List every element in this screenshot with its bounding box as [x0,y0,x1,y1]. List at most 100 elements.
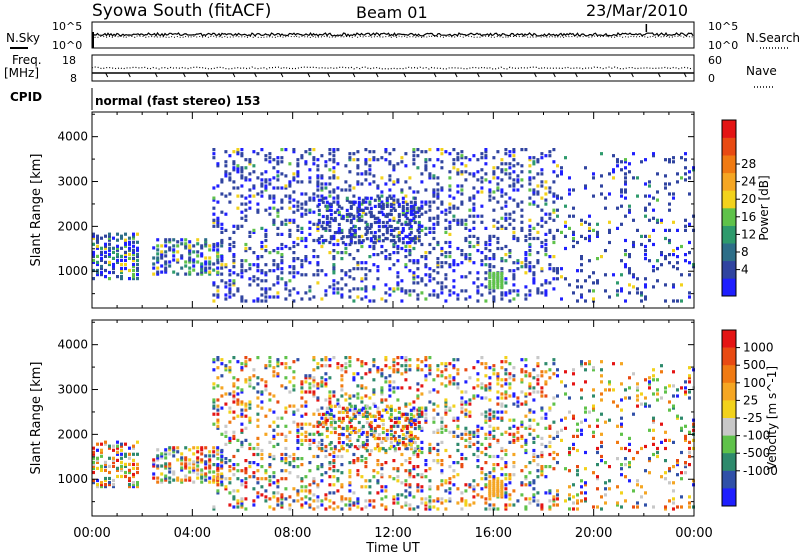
freq-dip [352,72,356,78]
data-cell [212,248,216,252]
data-cell [492,170,496,174]
data-cell [588,238,591,243]
data-cell [420,428,424,432]
data-cell [236,287,240,291]
data-cell [280,452,284,457]
data-cell [460,249,464,253]
data-cell [460,406,464,410]
data-cell [536,158,540,162]
data-cell [325,222,329,227]
data-cell [417,449,421,453]
data-cell [328,285,332,289]
data-cell [196,242,200,246]
data-cell [480,190,484,194]
data-cell [540,244,544,249]
data-cell [620,204,623,208]
data-cell [228,406,232,410]
data-cell [320,499,324,503]
data-cell [164,244,168,248]
data-cell [325,216,329,221]
data-cell [360,364,364,368]
data-cell [420,277,424,281]
data-cell [381,447,385,451]
data-cell [444,240,448,245]
data-cell [436,452,440,457]
data-cell [404,180,408,184]
data-cell [188,448,192,452]
data-cell [332,465,336,469]
data-cell [436,271,440,275]
data-cell [329,424,333,429]
data-cell [385,229,389,233]
data-cell [492,507,496,511]
data-cell [404,378,408,382]
data-cell [544,491,548,495]
data-cell [452,469,456,473]
data-cell [300,505,304,509]
data-cell [572,495,575,499]
data-cell [244,166,248,170]
data-cell [652,378,655,382]
data-cell [337,204,341,208]
data-cell [684,228,687,232]
data-cell [124,258,127,262]
data-cell [492,491,496,496]
data-cell [417,208,421,212]
data-cell [356,438,360,442]
data-cell [396,244,400,249]
data-cell [352,257,356,261]
data-cell [304,273,308,277]
data-cell [516,289,520,293]
data-cell [288,232,292,236]
data-cell [672,265,675,269]
data-cell [592,388,595,392]
data-cell [180,238,184,242]
data-cell [480,251,484,255]
data-cell [420,200,424,204]
data-cell [664,438,667,442]
data-cell [349,218,353,223]
data-cell [432,378,436,382]
data-cell [312,238,316,243]
data-cell [132,444,135,448]
data-cell [676,261,679,265]
data-cell [413,210,417,214]
data-cell [349,443,353,447]
data-cell [420,485,424,489]
data-cell [584,186,587,190]
data-cell [580,293,583,297]
data-cell [364,212,368,216]
data-cell [540,156,544,160]
data-cell [164,268,168,272]
data-cell [228,410,232,414]
data-cell [408,220,412,224]
data-cell [296,491,300,495]
data-cell [248,246,252,251]
data-cell [620,424,623,428]
data-cell [104,468,107,472]
data-cell [468,172,472,176]
data-cell [532,481,536,485]
data-cell [540,394,544,398]
data-cell [404,489,408,493]
data-cell [644,503,647,507]
data-cell [364,479,368,483]
data-cell [308,432,312,436]
data-cell [540,406,544,410]
data-cell [516,180,520,184]
data-cell [100,246,103,250]
data-cell [484,414,488,418]
data-cell [188,470,192,474]
data-cell [492,368,496,372]
data-cell [500,188,504,192]
data-cell [520,402,524,406]
data-cell [128,456,131,460]
data-cell [356,446,360,451]
data-cell [228,291,232,295]
data-cell [688,450,691,455]
data-cell [377,229,381,233]
data-cell [556,269,559,273]
data-cell [349,200,353,204]
data-cell [329,208,333,212]
data-cell [96,260,99,264]
